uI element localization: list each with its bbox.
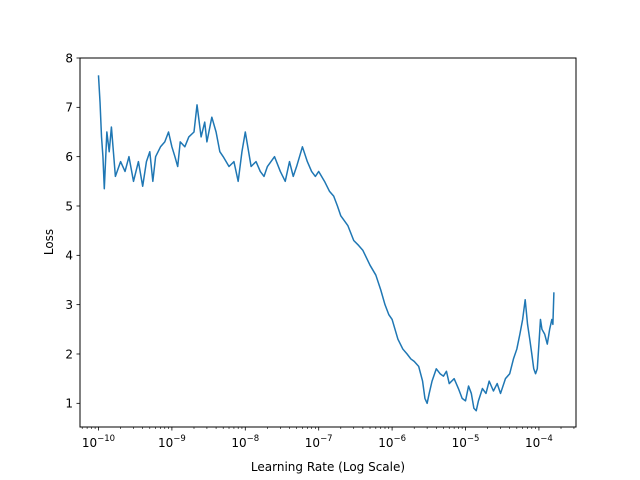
- y-tick-label: 2: [65, 347, 73, 361]
- x-tick-exponent: −7: [320, 434, 333, 444]
- x-tick-base: 10: [231, 436, 246, 450]
- x-tick-exponent: −9: [173, 434, 186, 444]
- x-tick-base: 10: [305, 436, 320, 450]
- y-tick-label: 1: [65, 397, 73, 411]
- series-line-0: [97, 75, 555, 412]
- x-tick-exponent: −6: [393, 434, 406, 444]
- x-tick-exponent: −8: [247, 434, 260, 444]
- plot-area: [80, 58, 576, 427]
- x-tick-label: 10−7: [305, 434, 333, 450]
- x-tick-base: 10: [452, 436, 467, 450]
- y-tick-label: 6: [65, 150, 73, 164]
- x-tick-base: 10: [158, 436, 173, 450]
- x-tick-label: 10−9: [158, 434, 186, 450]
- x-tick-exponent: −5: [467, 434, 480, 444]
- x-tick-base: 10: [82, 436, 97, 450]
- x-tick-label: 10−5: [452, 434, 480, 450]
- x-tick-label: 10−4: [525, 434, 553, 450]
- x-axis-label: Learning Rate (Log Scale): [251, 460, 405, 474]
- y-tick-label: 4: [65, 249, 73, 263]
- y-tick-label: 5: [65, 199, 73, 213]
- x-tick-base: 10: [378, 436, 393, 450]
- y-tick-label: 7: [65, 101, 73, 115]
- x-tick-label: 10−10: [82, 434, 115, 450]
- x-tick-label: 10−8: [231, 434, 259, 450]
- x-tick-base: 10: [525, 436, 540, 450]
- axes-frame: [79, 57, 577, 428]
- y-axis-ticks: 1 2 3 4 5 6 7 8: [65, 51, 80, 411]
- x-tick-label: 10−6: [378, 434, 406, 450]
- y-tick-label: 8: [65, 51, 73, 65]
- y-tick-label: 3: [65, 298, 73, 312]
- series-layer: [97, 75, 555, 412]
- x-axis-ticks: 10−10 10−9 10−8 10−7 10−6 10−5 10−4: [82, 427, 575, 450]
- y-axis-label: Loss: [42, 229, 56, 255]
- x-tick-exponent: −10: [97, 434, 115, 444]
- x-tick-exponent: −4: [540, 434, 553, 444]
